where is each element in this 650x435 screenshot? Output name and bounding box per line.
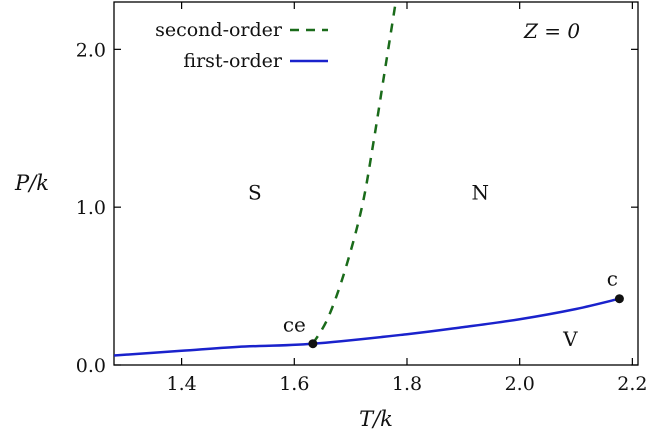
region-label-N: N bbox=[471, 180, 489, 204]
points-layer: ce c bbox=[283, 267, 624, 349]
region-label-V: V bbox=[562, 327, 578, 351]
point-label-ce: ce bbox=[283, 313, 306, 337]
legend: second-order first-order bbox=[155, 19, 328, 72]
x-tick-label: 1.6 bbox=[279, 373, 309, 395]
plot-frame bbox=[113, 1, 639, 366]
critical-point-ce bbox=[308, 339, 318, 349]
x-tick-label: 1.4 bbox=[167, 373, 197, 395]
region-labels: S N V bbox=[248, 180, 578, 351]
y-axis-label: P/k bbox=[14, 171, 49, 195]
y-tick-label: 0.0 bbox=[76, 355, 106, 377]
y-tick-label: 2.0 bbox=[76, 39, 106, 61]
region-label-S: S bbox=[248, 180, 262, 204]
critical-point-c bbox=[614, 294, 624, 304]
series-line-second-order bbox=[311, 2, 397, 345]
point-label-c: c bbox=[607, 267, 618, 291]
axis-ticks bbox=[114, 2, 638, 366]
series-line-first-order bbox=[114, 297, 620, 357]
x-axis-label: T/k bbox=[359, 407, 393, 431]
z-annotation: Z = 0 bbox=[523, 19, 580, 43]
x-tick-label: 2.2 bbox=[617, 373, 647, 395]
series-layer bbox=[114, 2, 620, 357]
legend-label-second-order: second-order bbox=[155, 19, 283, 41]
axis-tick-labels: 1.4 1.6 1.8 2.0 2.2 0.0 1.0 2.0 bbox=[76, 39, 648, 395]
y-tick-label: 1.0 bbox=[76, 197, 106, 219]
x-tick-label: 2.0 bbox=[505, 373, 535, 395]
legend-label-first-order: first-order bbox=[183, 50, 282, 72]
x-tick-label: 1.8 bbox=[392, 373, 422, 395]
